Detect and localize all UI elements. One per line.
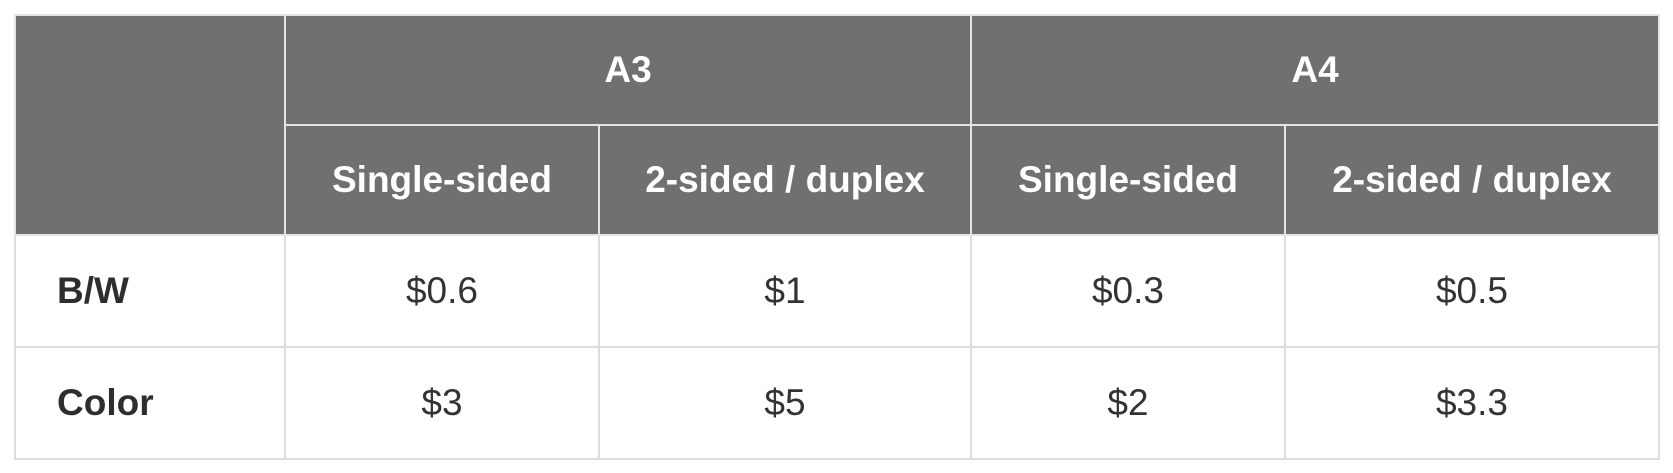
printing-price-table: A3 A4 Single-sided 2-sided / duplex Sing… [14,14,1660,460]
price-cell: $0.5 [1284,234,1660,348]
price-cell: $0.3 [970,234,1286,348]
subheader-a4-single-sided: Single-sided [970,124,1286,236]
row-label-bw: B/W [14,234,286,348]
sides-header-row: Single-sided 2-sided / duplex Single-sid… [15,124,1660,236]
group-header-a3: A3 [284,14,972,126]
corner-header-cell [14,14,286,236]
price-cell: $3.3 [1284,346,1660,460]
table-row: B/W $0.6 $1 $0.3 $0.5 [14,234,1660,348]
price-cell: $1 [598,234,972,348]
subheader-a3-single-sided: Single-sided [284,124,600,236]
paper-size-header-row: A3 A4 [14,14,1660,236]
price-cell: $5 [598,346,972,460]
price-cell: $3 [284,346,600,460]
price-cell: $0.6 [284,234,600,348]
subheader-a4-duplex: 2-sided / duplex [1284,124,1660,236]
price-cell: $2 [970,346,1286,460]
group-header-a4: A4 [970,14,1660,126]
pricing-table-container: A3 A4 Single-sided 2-sided / duplex Sing… [14,14,1660,460]
table-row: Color $3 $5 $2 $3.3 [14,346,1660,460]
subheader-a3-duplex: 2-sided / duplex [598,124,972,236]
row-label-color: Color [14,346,286,460]
